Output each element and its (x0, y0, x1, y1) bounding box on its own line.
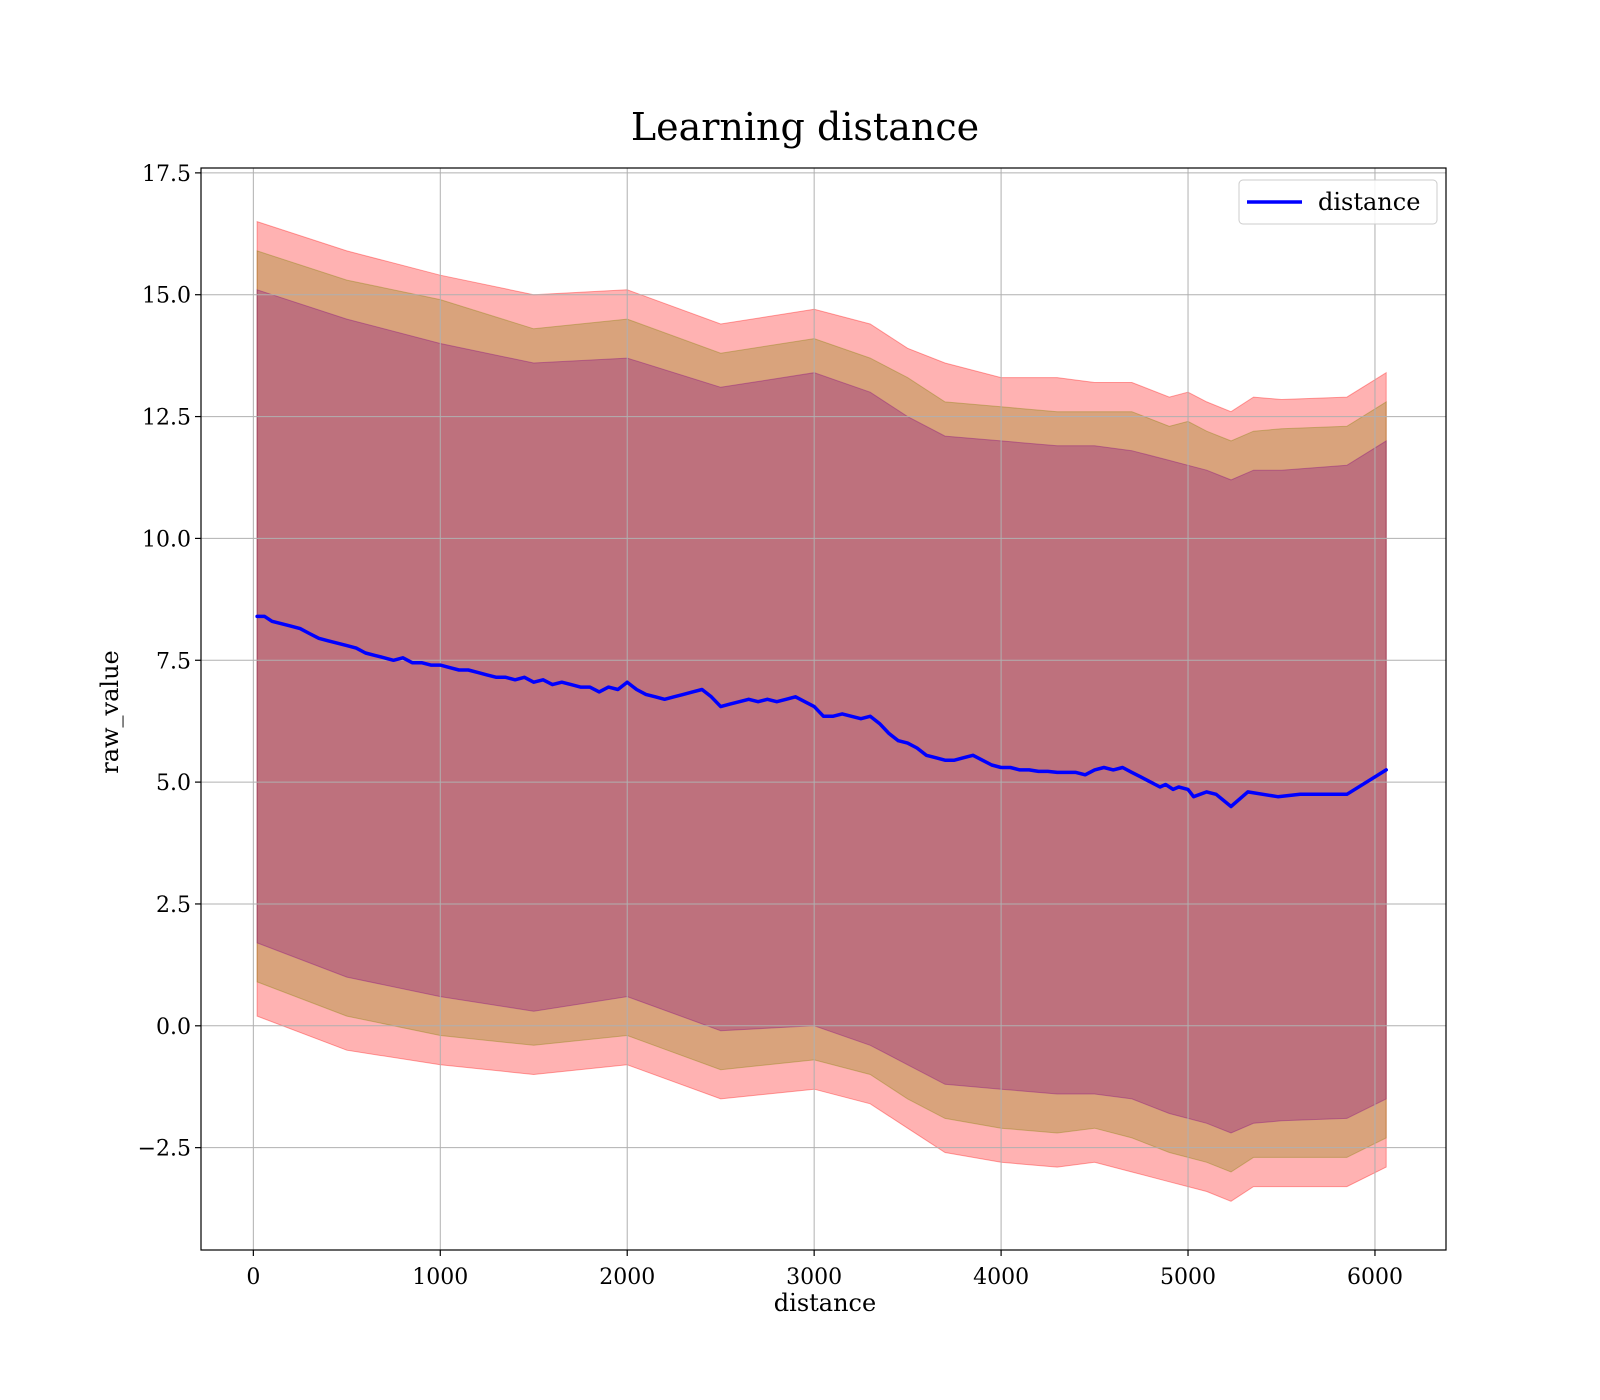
y-axis-ticks: −2.5 0.0 2.5 5.0 7.5 10.0 12.5 15.0 17.5 (138, 162, 201, 1162)
y-tick-label: 10.0 (142, 527, 191, 552)
confidence-bands (256, 220, 1387, 1202)
series-line-distance (255, 614, 1388, 809)
x-tick-label: 3000 (786, 1265, 842, 1290)
confidence-band-1 (256, 250, 1387, 1173)
legend-box (1238, 179, 1438, 225)
gridlines (201, 168, 1446, 1250)
y-axis-label: raw_value (96, 650, 124, 774)
y-tick-label: 17.5 (142, 162, 191, 187)
y-tick-label: −2.5 (138, 1137, 191, 1162)
y-tick-label: 0.0 (156, 1015, 191, 1040)
confidence-band-2 (256, 289, 1387, 1134)
chart-title: Learning distance (631, 105, 979, 149)
y-tick-label: 15.0 (142, 284, 191, 309)
legend-label-distance: distance (1318, 188, 1420, 216)
y-tick-label: 12.5 (142, 406, 191, 431)
series-lines (255, 614, 1388, 809)
y-tick-label: 5.0 (156, 771, 191, 796)
x-axis-ticks: 0 1000 2000 3000 4000 5000 6000 (246, 1250, 1403, 1290)
x-tick-label: 4000 (973, 1265, 1029, 1290)
axes-frame (200, 167, 1447, 1251)
x-tick-label: 1000 (412, 1265, 468, 1290)
confidence-band-0 (256, 220, 1387, 1202)
legend: distance (1238, 179, 1438, 225)
x-axis-label: distance (774, 1289, 876, 1317)
y-tick-label: 2.5 (156, 893, 191, 918)
y-tick-label: 7.5 (156, 649, 191, 674)
x-tick-label: 5000 (1160, 1265, 1216, 1290)
plot-area (200, 167, 1447, 1251)
x-tick-label: 6000 (1347, 1265, 1403, 1290)
x-tick-label: 0 (246, 1265, 260, 1290)
x-tick-label: 2000 (599, 1265, 655, 1290)
